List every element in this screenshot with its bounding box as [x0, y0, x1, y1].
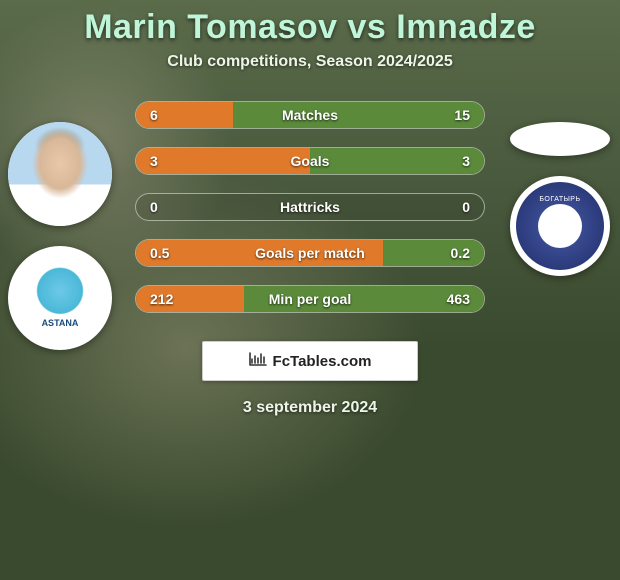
stat-label: Matches — [136, 107, 484, 123]
stat-label: Hattricks — [136, 199, 484, 215]
stat-row: 6Matches15 — [135, 101, 485, 129]
chart-icon — [249, 352, 267, 371]
right-avatars — [510, 122, 610, 276]
site-name: FcTables.com — [273, 353, 372, 370]
stat-row: 3Goals3 — [135, 147, 485, 175]
page-subtitle: Club competitions, Season 2024/2025 — [0, 53, 620, 71]
stat-row: 212Min per goal463 — [135, 285, 485, 313]
player-left-avatar — [8, 122, 112, 226]
stat-row: 0.5Goals per match0.2 — [135, 239, 485, 267]
stat-label: Goals — [136, 153, 484, 169]
player-right-avatar — [510, 122, 610, 156]
stat-value-right: 0 — [462, 199, 470, 215]
stats-panel: 6Matches15 3Goals3 0Hattricks0 0.5Goals per… — [135, 101, 485, 313]
player-face-icon — [8, 122, 112, 226]
page-title: Marin Tomasov vs Imnadze — [0, 8, 620, 47]
stat-value-right: 3 — [462, 153, 470, 169]
stat-value-right: 15 — [454, 107, 470, 123]
left-avatars — [8, 122, 112, 350]
stat-value-right: 0.2 — [451, 245, 470, 261]
date-label: 3 september 2024 — [0, 399, 620, 417]
club-left-badge — [8, 246, 112, 350]
stat-value-right: 463 — [447, 291, 470, 307]
club-right-badge — [510, 176, 610, 276]
club-astana-icon — [24, 262, 97, 335]
stat-row: 0Hattricks0 — [135, 193, 485, 221]
stat-label: Min per goal — [136, 291, 484, 307]
site-badge[interactable]: FcTables.com — [202, 341, 418, 381]
stat-label: Goals per match — [136, 245, 484, 261]
